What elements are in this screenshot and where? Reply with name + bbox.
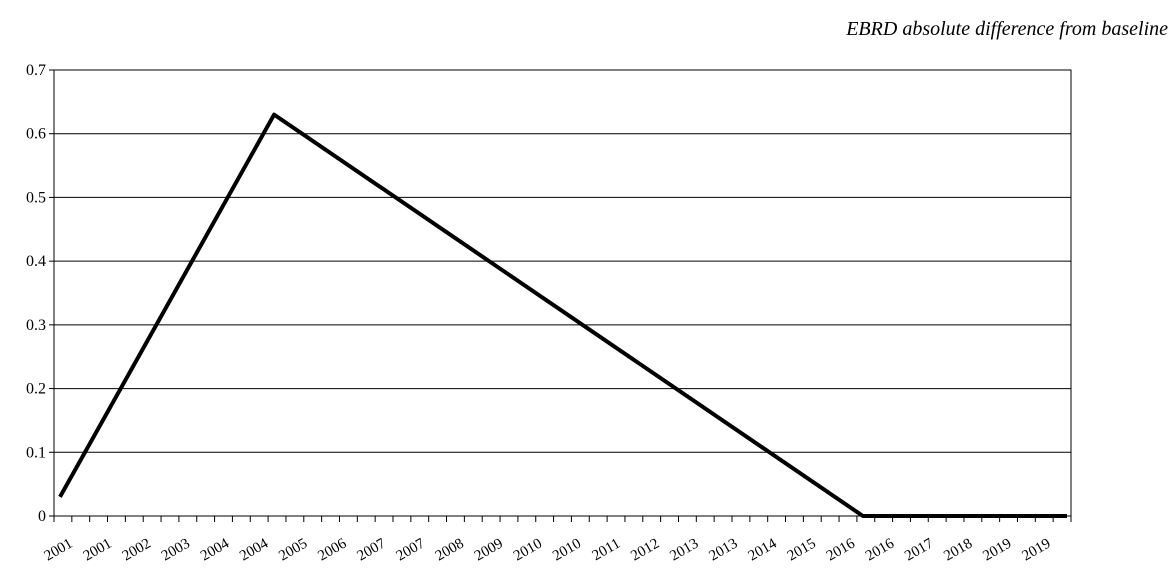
x-tick-label: 2014	[746, 535, 780, 564]
x-tick-label: 2007	[394, 535, 428, 564]
y-tick-label: 0.1	[26, 444, 46, 461]
x-tick-label: 2006	[315, 535, 349, 564]
x-tick-label: 2009	[472, 536, 506, 565]
x-tick-label: 2016	[824, 535, 858, 564]
x-tick-label: 2012	[628, 536, 662, 565]
x-tick-label: 2013	[707, 536, 741, 565]
x-tick-label: 2018	[941, 536, 975, 565]
y-tick-label: 0.5	[26, 189, 46, 206]
x-tick-label: 2017	[902, 535, 936, 564]
chart-title: EBRD absolute difference from baseline	[846, 18, 1168, 40]
y-tick-label: 0	[38, 508, 46, 525]
x-tick-label: 2004	[198, 535, 232, 564]
x-tick-label: 2001	[81, 536, 115, 565]
y-tick-label: 0.6	[26, 126, 46, 143]
x-tick-label: 2008	[433, 536, 467, 565]
x-tick-label: 2016	[863, 535, 897, 564]
y-tick-label: 0.7	[26, 62, 46, 79]
x-tick-label: 2013	[667, 536, 701, 565]
x-tick-label: 2003	[159, 536, 193, 565]
x-tick-label: 2005	[276, 536, 310, 565]
x-tick-label: 2010	[550, 536, 584, 565]
x-tick-label: 2007	[355, 535, 389, 564]
x-tick-label: 2019	[1019, 536, 1053, 565]
y-tick-label: 0.2	[26, 381, 46, 398]
x-tick-label: 2004	[237, 535, 271, 564]
x-tick-label: 2002	[120, 536, 154, 565]
x-tick-label: 2011	[590, 536, 624, 565]
y-tick-label: 0.3	[26, 317, 46, 334]
y-tick-label: 0.4	[26, 253, 46, 270]
plot-area	[53, 69, 1072, 517]
x-tick-label: 2019	[980, 536, 1014, 565]
x-tick-label: 2001	[42, 536, 76, 565]
x-tick-label: 2010	[511, 536, 545, 565]
x-tick-label: 2015	[785, 536, 819, 565]
series-line	[58, 112, 1067, 518]
